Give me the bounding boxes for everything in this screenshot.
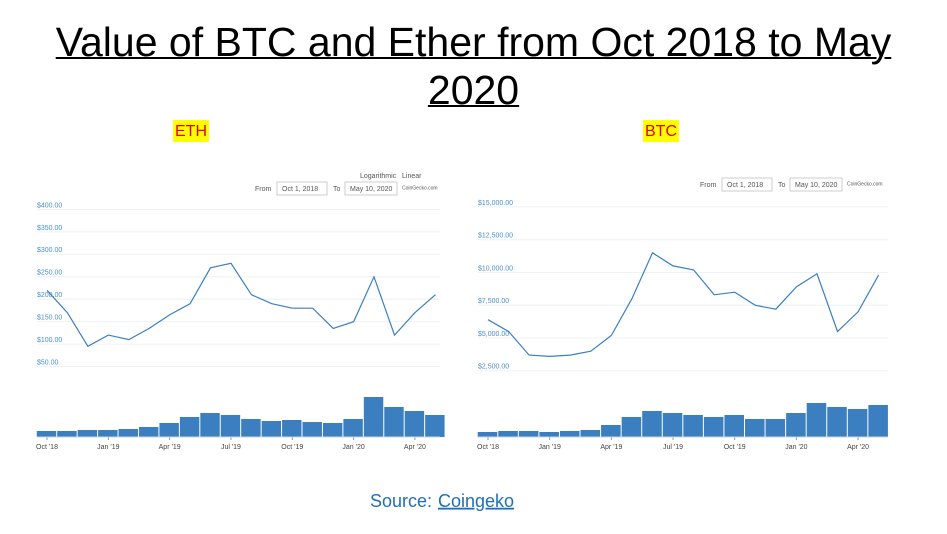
volume-bar: [580, 430, 601, 437]
volume-bar: [806, 403, 827, 437]
from-value: Oct 1, 2018: [282, 186, 318, 193]
from-label: From: [700, 182, 717, 189]
volume-bar: [518, 431, 539, 437]
volume-bar: [662, 413, 683, 437]
x-tick-label: Jan '20: [342, 444, 364, 451]
volume-bar: [745, 419, 765, 437]
to-input[interactable]: [789, 177, 843, 192]
x-tick-label: Jan '19: [539, 444, 561, 451]
y-tick-label: $200.00: [37, 292, 62, 299]
y-tick-label: $15,000.00: [478, 200, 513, 207]
volume-bar: [282, 420, 302, 437]
x-tick-label: Apr '20: [404, 444, 426, 451]
volume-bar: [118, 429, 138, 437]
chart-label: ETH: [175, 123, 207, 140]
volume-bar: [601, 425, 621, 437]
volume-bar: [404, 411, 425, 437]
x-tick-label: Jul '19: [663, 444, 683, 451]
y-tick-label: $100.00: [37, 337, 62, 344]
to-value: May 10, 2020: [795, 182, 838, 189]
volume-bar: [477, 432, 498, 437]
volume-bar: [621, 417, 642, 437]
x-tick-label: Jan '19: [97, 444, 119, 451]
x-tick-label: Oct '18: [477, 444, 499, 451]
volume-bar: [343, 419, 363, 437]
volume-bar: [765, 419, 786, 437]
to-label: To: [333, 186, 341, 193]
scale-option[interactable]: Logarithmic: [360, 173, 397, 180]
scale-option[interactable]: Linear: [402, 173, 422, 180]
y-tick-label: $250.00: [37, 270, 62, 277]
volume-bar: [261, 421, 282, 437]
volume-bar: [425, 415, 445, 437]
y-tick-label: $300.00: [37, 247, 62, 254]
y-tick-label: $7,500.00: [478, 298, 509, 305]
source-label: Source:: [370, 491, 432, 511]
provider: CoinGecko.com: [402, 185, 438, 191]
to-input[interactable]: [344, 181, 398, 196]
volume-bar: [498, 431, 518, 437]
volume-bar: [827, 407, 847, 437]
volume-bar: [57, 431, 77, 437]
x-tick-label: Oct '19: [724, 444, 746, 451]
price-line: [46, 262, 436, 348]
volume-bar: [98, 430, 118, 437]
x-tick-label: Apr '19: [600, 444, 622, 451]
y-tick-label: $350.00: [37, 225, 62, 232]
volume-bar: [179, 417, 200, 437]
volume-bar: [384, 407, 404, 437]
price-line: [487, 251, 880, 358]
volume-bar: [786, 413, 806, 437]
x-tick-label: Jul '19: [221, 444, 241, 451]
volume-bar: [703, 417, 724, 437]
volume-bar: [159, 423, 179, 437]
to-label: To: [778, 182, 786, 189]
volume-bar: [241, 419, 261, 437]
y-tick-label: $400.00: [37, 202, 62, 209]
chart-label: BTC: [645, 123, 677, 140]
volume-bar: [220, 415, 241, 437]
volume-bar: [138, 427, 159, 437]
from-label: From: [255, 186, 272, 193]
label-highlight: [643, 120, 679, 142]
volume-bar: [868, 405, 888, 437]
from-value: Oct 1, 2018: [727, 182, 763, 189]
x-tick-label: Apr '20: [847, 444, 869, 451]
volume-bar: [77, 430, 98, 437]
volume-bar: [642, 411, 662, 437]
from-input[interactable]: [276, 181, 328, 196]
from-input[interactable]: [721, 177, 773, 192]
y-tick-label: $50.00: [37, 359, 59, 366]
volume-bar: [539, 432, 559, 437]
x-tick-label: Jan '20: [785, 444, 807, 451]
volume-bar: [683, 415, 703, 437]
x-tick-label: Oct '18: [36, 444, 58, 451]
volume-bar: [200, 413, 220, 437]
volume-bar: [724, 415, 744, 437]
y-tick-label: $150.00: [37, 315, 62, 322]
x-tick-label: Oct '19: [281, 444, 303, 451]
label-highlight: [173, 120, 209, 142]
volume-bar: [363, 397, 384, 437]
y-tick-label: $5,000.00: [478, 331, 509, 338]
volume-bar: [322, 423, 343, 437]
y-tick-label: $10,000.00: [478, 265, 513, 272]
provider: CoinGecko.com: [847, 181, 883, 187]
y-tick-label: $2,500.00: [478, 364, 509, 371]
y-tick-label: $12,500.00: [478, 233, 513, 240]
volume-bar: [559, 431, 580, 437]
slide-title: Value of BTC and Ether from Oct 2018 to …: [55, 19, 892, 113]
source-link[interactable]: Coingeko: [438, 491, 514, 511]
to-value: May 10, 2020: [350, 186, 393, 193]
volume-bar: [36, 431, 57, 437]
volume-bar: [847, 409, 868, 437]
volume-bar: [302, 422, 322, 437]
x-tick-label: Apr '19: [159, 444, 181, 451]
